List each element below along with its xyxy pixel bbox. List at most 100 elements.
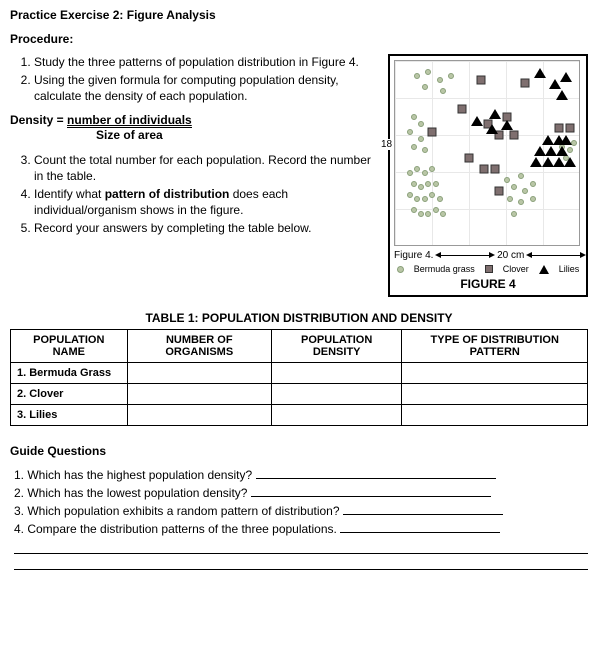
answer-blank-1[interactable] — [256, 468, 496, 479]
legend-lilies-icon — [539, 265, 549, 274]
step-4: Identify what pattern of distribution do… — [34, 186, 382, 218]
col-number-organisms: NUMBER OF ORGANISMS — [127, 330, 271, 363]
row-name: 2. Clover — [11, 384, 128, 405]
bermuda-grass-marker — [407, 170, 413, 176]
bermuda-grass-marker — [530, 181, 536, 187]
legend-bermuda-label: Bermuda grass — [414, 264, 475, 274]
cell-density[interactable] — [271, 363, 402, 384]
bermuda-grass-marker — [433, 181, 439, 187]
cell-pattern[interactable] — [402, 384, 588, 405]
table-row: 2. Clover — [11, 384, 588, 405]
lily-marker — [534, 68, 546, 78]
cell-organisms[interactable] — [127, 363, 271, 384]
answer-blank-4c[interactable] — [14, 556, 588, 570]
clover-marker — [510, 131, 519, 140]
bermuda-grass-marker — [440, 88, 446, 94]
lily-marker — [560, 72, 572, 82]
figure-column: 18 Figure 4. 20 cm Bermuda grass Clover … — [388, 54, 588, 297]
clover-marker — [554, 123, 563, 132]
clover-marker — [565, 123, 574, 132]
bermuda-grass-marker — [437, 77, 443, 83]
table-row: 1. Bermuda Grass — [11, 363, 588, 384]
bermuda-grass-marker — [518, 199, 524, 205]
bermuda-grass-marker — [418, 211, 424, 217]
col-population-density: POPULATION DENSITY — [271, 330, 402, 363]
legend-clover-icon — [485, 265, 493, 273]
bermuda-grass-marker — [433, 207, 439, 213]
bermuda-grass-marker — [422, 170, 428, 176]
lily-marker — [501, 120, 513, 130]
cell-density[interactable] — [271, 405, 402, 426]
bermuda-grass-marker — [414, 166, 420, 172]
bermuda-grass-marker — [429, 192, 435, 198]
bermuda-grass-marker — [440, 211, 446, 217]
legend-bermuda-icon — [397, 266, 404, 273]
guide-questions: 1. Which has the highest population dens… — [10, 466, 588, 570]
col-distribution-pattern: TYPE OF DISTRIBUTION PATTERN — [402, 330, 588, 363]
cell-pattern[interactable] — [402, 363, 588, 384]
density-formula: Density = number of individuals Size of … — [10, 113, 382, 142]
scale-text: 20 cm — [497, 250, 524, 261]
clover-marker — [465, 153, 474, 162]
question-2: 2. Which has the lowest population densi… — [14, 484, 588, 502]
answer-blank-3[interactable] — [343, 504, 503, 515]
bermuda-grass-marker — [407, 192, 413, 198]
bermuda-grass-marker — [448, 73, 454, 79]
bermuda-grass-marker — [411, 114, 417, 120]
bermuda-grass-marker — [507, 196, 513, 202]
lily-marker — [556, 90, 568, 100]
clover-marker — [457, 105, 466, 114]
legend-lilies-label: Lilies — [559, 264, 580, 274]
figure-legend: Bermuda grass Clover Lilies — [394, 264, 582, 274]
figure-title: FIGURE 4 — [394, 277, 582, 291]
col-population-name: POPULATION NAME — [11, 330, 128, 363]
answer-blank-4a[interactable] — [340, 522, 500, 533]
figure-frame: 18 Figure 4. 20 cm Bermuda grass Clover … — [388, 54, 588, 297]
row-name: 1. Bermuda Grass — [11, 363, 128, 384]
legend-clover-label: Clover — [503, 264, 529, 274]
left-column: Study the three patterns of population d… — [10, 54, 382, 297]
bermuda-grass-marker — [407, 129, 413, 135]
clover-marker — [521, 79, 530, 88]
lily-marker — [564, 157, 576, 167]
table-title: TABLE 1: POPULATION DISTRIBUTION AND DEN… — [10, 311, 588, 325]
row-name: 3. Lilies — [11, 405, 128, 426]
clover-marker — [480, 164, 489, 173]
bermuda-grass-marker — [411, 181, 417, 187]
bermuda-grass-marker — [422, 84, 428, 90]
table-row: 3. Lilies — [11, 405, 588, 426]
figure-plot: 18 — [394, 60, 580, 246]
clover-marker — [495, 187, 504, 196]
bermuda-grass-marker — [522, 188, 528, 194]
distribution-table: POPULATION NAME NUMBER OF ORGANISMS POPU… — [10, 329, 588, 426]
bermuda-grass-marker — [418, 121, 424, 127]
exercise-title: Practice Exercise 2: Figure Analysis — [10, 8, 588, 22]
lily-marker — [471, 116, 483, 126]
cell-pattern[interactable] — [402, 405, 588, 426]
bermuda-grass-marker — [511, 184, 517, 190]
cell-organisms[interactable] — [127, 384, 271, 405]
cell-density[interactable] — [271, 384, 402, 405]
density-numerator: number of individuals — [67, 113, 192, 128]
cell-organisms[interactable] — [127, 405, 271, 426]
bermuda-grass-marker — [511, 211, 517, 217]
answer-blank-2[interactable] — [251, 486, 491, 497]
bermuda-grass-marker — [425, 211, 431, 217]
clover-marker — [491, 164, 500, 173]
bermuda-grass-marker — [418, 136, 424, 142]
bermuda-grass-marker — [411, 144, 417, 150]
bermuda-grass-marker — [411, 207, 417, 213]
y-axis-label: 18 — [381, 139, 392, 150]
answer-blank-4b[interactable] — [14, 540, 588, 554]
table-header-row: POPULATION NAME NUMBER OF ORGANISMS POPU… — [11, 330, 588, 363]
procedure-heading: Procedure: — [10, 32, 588, 46]
scale-arrow — [439, 255, 491, 256]
lily-marker — [489, 109, 501, 119]
procedure-list-a: Study the three patterns of population d… — [10, 54, 382, 105]
guide-heading: Guide Questions — [10, 444, 588, 458]
bermuda-grass-marker — [414, 73, 420, 79]
bermuda-grass-marker — [429, 166, 435, 172]
lily-marker — [560, 135, 572, 145]
lily-marker — [556, 146, 568, 156]
bermuda-grass-marker — [425, 69, 431, 75]
